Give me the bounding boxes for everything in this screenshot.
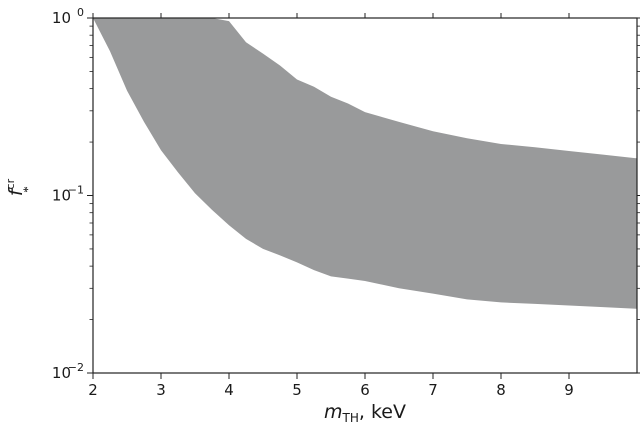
band-area-0	[93, 18, 637, 309]
x-tick-label-2: 2	[88, 381, 98, 399]
plot-frame	[92, 17, 638, 374]
x-tick-label-8: 8	[496, 381, 506, 399]
y-tick-exp-−1: −1	[68, 184, 84, 197]
x-tick-label-9: 9	[564, 381, 574, 399]
plot-area	[93, 18, 637, 309]
y-axis-label: fcr *	[4, 178, 35, 196]
y-tick-exp-−2: −2	[68, 361, 84, 374]
x-axis-label-base: m	[324, 401, 343, 423]
y-tick-label-0: 10	[52, 9, 71, 27]
y-axis-label-subscript: *	[20, 186, 35, 193]
x-axis-label: mTH, keV	[324, 401, 406, 425]
x-tick-label-5: 5	[292, 381, 302, 399]
y-axis-label-superscript: cr	[4, 178, 17, 189]
x-tick-label-7: 7	[428, 381, 438, 399]
y-tick-label-−2: 10	[52, 364, 71, 382]
y-tick-label-−1: 10	[52, 187, 71, 205]
x-tick-label-3: 3	[156, 381, 166, 399]
y-axis-label-base: f	[5, 186, 27, 196]
x-tick-label-6: 6	[360, 381, 370, 399]
tick-labels: 2 3 4 5 6 7 8 910−210−110 0	[52, 6, 574, 399]
y-tick-exp-0: 0	[77, 6, 84, 19]
x-tick-label-4: 4	[224, 381, 234, 399]
svg-text:fcr: fcr	[4, 178, 27, 196]
x-axis-label-subscript: TH	[342, 411, 359, 425]
x-axis-label-suffix: , keV	[359, 401, 406, 423]
